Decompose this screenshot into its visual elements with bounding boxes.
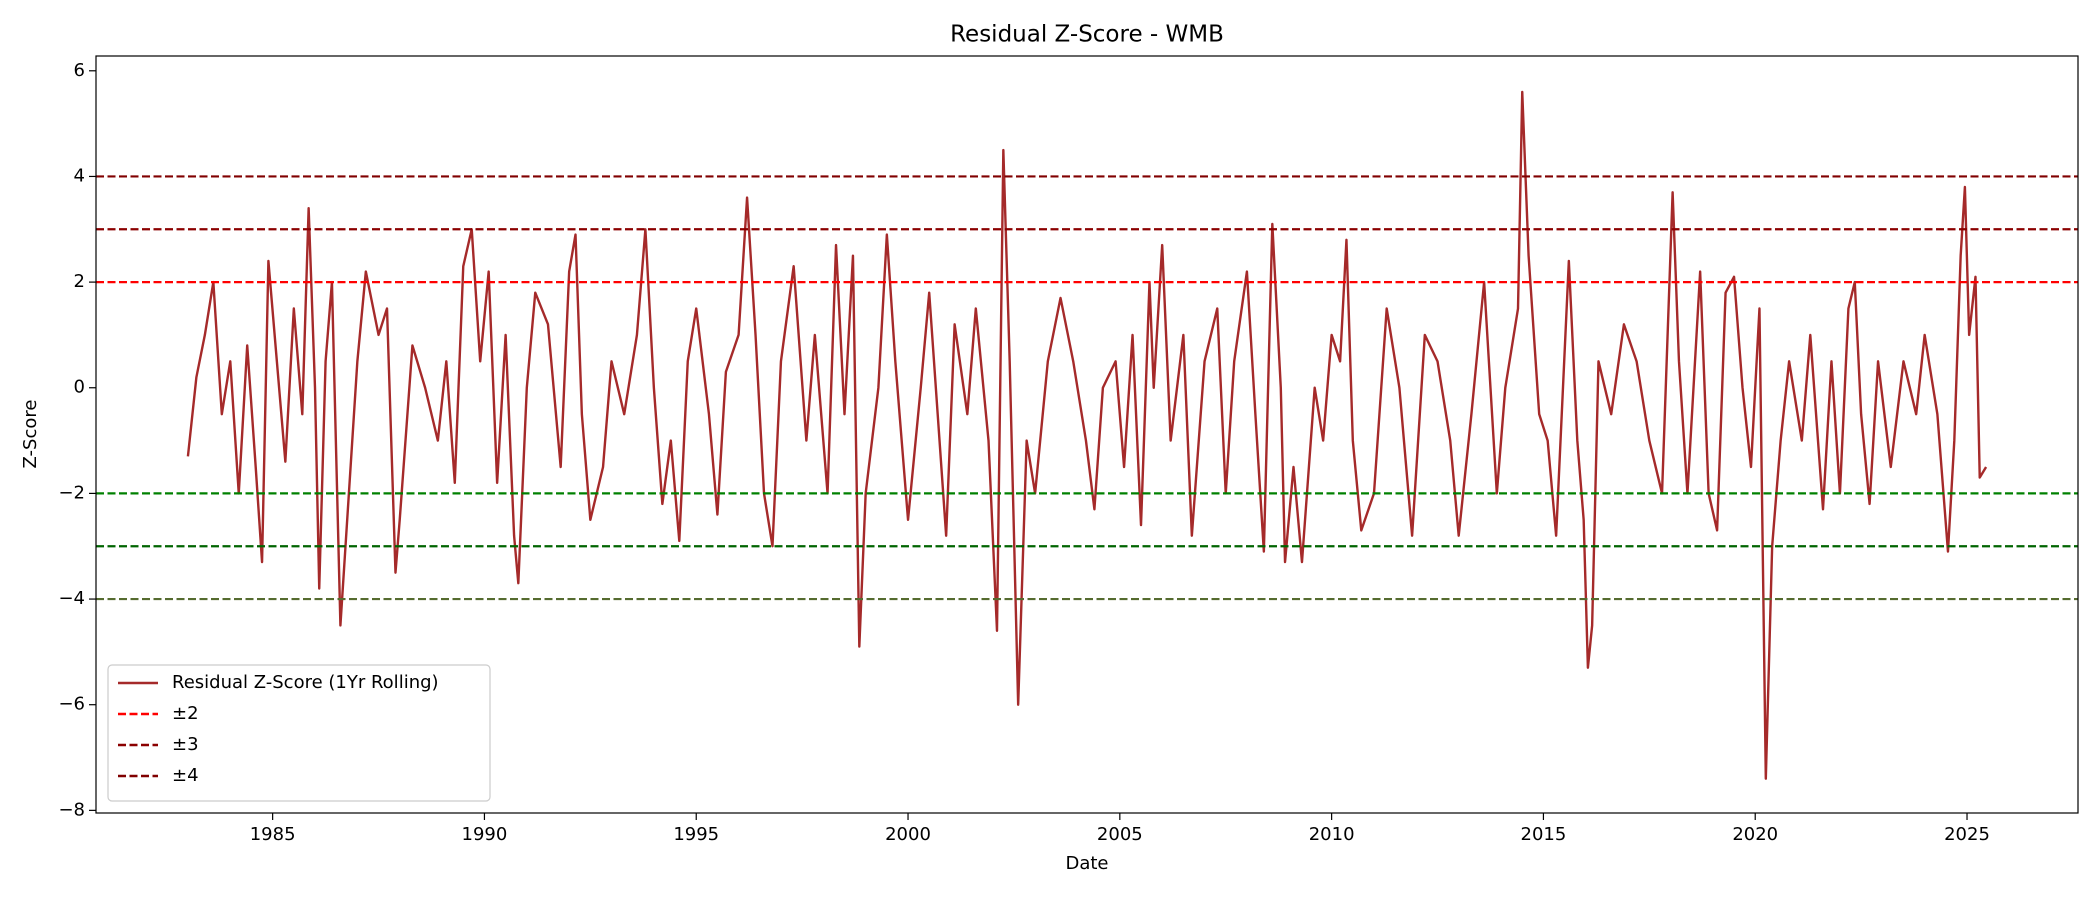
x-tick-label: 2000 bbox=[885, 824, 931, 845]
x-tick-label: 2010 bbox=[1309, 824, 1355, 845]
x-tick-label: 1985 bbox=[250, 824, 296, 845]
x-tick-label: 2020 bbox=[1732, 824, 1778, 845]
legend-label: ±4 bbox=[172, 765, 199, 786]
y-tick-label: −2 bbox=[58, 482, 85, 503]
legend-box bbox=[107, 664, 491, 802]
x-tick-label: 1995 bbox=[673, 824, 719, 845]
chart-title: Residual Z-Score - WMB bbox=[950, 22, 1224, 48]
legend-label: ±2 bbox=[172, 703, 199, 724]
y-tick-label: −4 bbox=[58, 588, 85, 609]
x-axis-label: Date bbox=[1065, 853, 1108, 874]
y-axis-label: Z-Score bbox=[20, 400, 41, 469]
y-tick-label: 2 bbox=[74, 271, 85, 292]
data-line bbox=[186, 90, 1988, 780]
y-tick-label: −6 bbox=[58, 694, 85, 715]
legend-label: Residual Z-Score (1Yr Rolling) bbox=[172, 672, 439, 693]
x-tick-label: 2015 bbox=[1521, 824, 1567, 845]
y-tick-label: 4 bbox=[74, 165, 85, 186]
legend-label: ±3 bbox=[172, 734, 199, 755]
plot-frame bbox=[95, 55, 2079, 814]
y-tick-label: 0 bbox=[74, 377, 85, 398]
y-tick-label: −8 bbox=[58, 799, 85, 820]
x-tick-label: 2005 bbox=[1097, 824, 1143, 845]
x-tick-label: 1990 bbox=[462, 824, 508, 845]
y-tick-label: 6 bbox=[74, 60, 85, 81]
x-tick-label: 2025 bbox=[1944, 824, 1990, 845]
